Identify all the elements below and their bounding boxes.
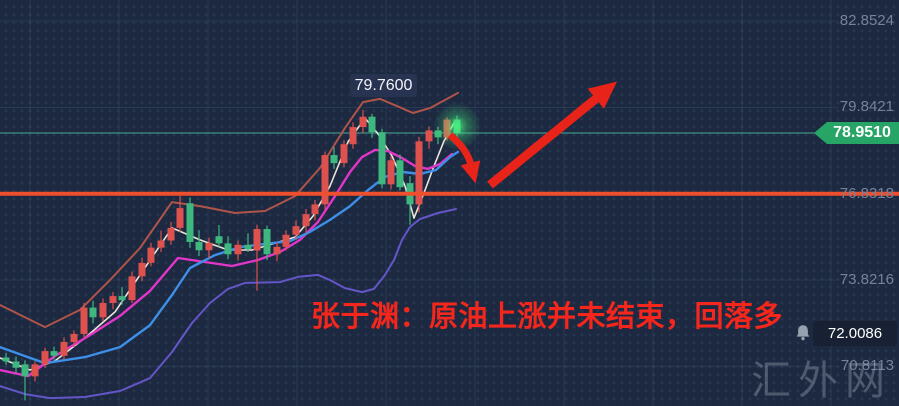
candle: [330, 147, 338, 169]
candle: [224, 236, 232, 260]
y-axis-label: 82.8524: [839, 12, 894, 30]
candle: [368, 113, 376, 138]
rally-arrow: [487, 81, 617, 189]
candle: [80, 302, 88, 338]
candle: [425, 126, 433, 149]
candle: [99, 298, 107, 322]
candle: [60, 337, 68, 360]
candle: [244, 233, 252, 252]
candle: [340, 140, 348, 168]
site-watermark: 汇外网: [751, 359, 892, 403]
alert-price-value: 72.0086: [827, 324, 883, 342]
candle: [263, 225, 271, 260]
candle: [167, 221, 175, 245]
candle: [41, 347, 49, 368]
current-candle-glow: [433, 102, 481, 151]
candle: [253, 224, 261, 291]
bell-icon[interactable]: [794, 324, 812, 342]
candle: [415, 136, 423, 213]
candle: [21, 360, 29, 401]
ma-white-ma: [0, 117, 456, 371]
y-axis-label: 70.8113: [840, 357, 894, 375]
ma-lines: [0, 91, 460, 400]
candle: [176, 195, 184, 232]
candle: [109, 292, 117, 310]
ma-lower-band: [0, 208, 457, 400]
alert-price-label: 72.0086: [796, 320, 897, 346]
candle: [302, 208, 310, 234]
candle: [70, 330, 78, 348]
candle: [195, 230, 203, 256]
candle: [215, 225, 223, 247]
candle: [282, 230, 290, 251]
ma-magenta-ma: [0, 148, 454, 378]
candle: [359, 109, 367, 134]
candle: [89, 300, 97, 324]
ma-blue-ma: [0, 150, 460, 365]
candle: [2, 352, 10, 365]
candle: [234, 240, 242, 261]
ma-upper-band: [0, 91, 459, 329]
y-axis-label: 73.8216: [839, 271, 894, 288]
candle: [50, 346, 58, 360]
candle: [349, 122, 357, 149]
annotation-arrows: [447, 81, 617, 189]
current-price-badge: 78.9510: [814, 122, 899, 144]
candle: [406, 176, 414, 225]
candle: [273, 241, 281, 262]
candle: [31, 361, 39, 382]
candle: [118, 286, 126, 305]
candle: [311, 199, 319, 221]
candle: [128, 271, 136, 303]
candle: [387, 155, 395, 190]
candle: [292, 220, 300, 240]
pullback-arrow: [447, 132, 481, 184]
candle: [205, 237, 213, 259]
candle: [138, 257, 146, 282]
high-price-label: 79.7600: [350, 74, 417, 97]
candle: [321, 151, 329, 210]
y-axis-label: 76.8318: [839, 184, 894, 202]
candle: [396, 154, 404, 191]
y-axis-label: 79.8421: [839, 98, 894, 116]
analyst-headline: 张于渊：原油上涨并未结束，回落多: [311, 301, 784, 333]
candle: [147, 242, 155, 267]
candle: [12, 356, 20, 373]
candle: [378, 128, 386, 189]
candle: [186, 197, 194, 248]
candle: [157, 230, 165, 252]
